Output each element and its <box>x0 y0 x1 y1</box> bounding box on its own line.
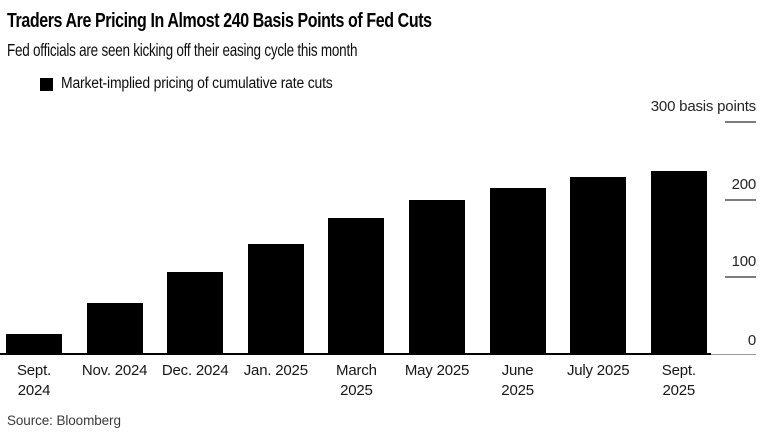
bar-june-2025 <box>489 187 546 355</box>
y-tick-line-100 <box>725 276 756 278</box>
x-axis-line <box>0 353 711 355</box>
chart-subtitle: Fed officials are seen kicking off their… <box>7 40 358 60</box>
bar-sept-2024 <box>6 333 62 355</box>
y-tick-label-0: 0 <box>747 331 756 349</box>
x-axis-label-march-2025: March 2025 <box>336 362 377 399</box>
legend: Market-implied pricing of cumulative rat… <box>40 75 363 92</box>
x-axis-label-sept-2025: Sept. 2025 <box>661 362 696 399</box>
legend-label: Market-implied pricing of cumulative rat… <box>61 75 333 92</box>
bar-may-2025 <box>409 199 465 355</box>
bar-dec-2024 <box>167 271 224 355</box>
x-axis-label-july-2025: July 2025 <box>566 362 630 379</box>
x-axis-label-dec-2024: Dec. 2024 <box>161 362 229 379</box>
chart-title: Traders Are Pricing In Almost 240 Basis … <box>7 10 432 32</box>
y-tick-label-300: 300 basis points <box>650 98 756 115</box>
x-axis-label-june-2025: June 2025 <box>501 362 534 399</box>
bar-jan-2025 <box>247 244 304 355</box>
bar-nov-2024 <box>86 303 143 355</box>
x-axis-label-nov-2024: Nov. 2024 <box>81 362 148 379</box>
y-tick-label-200: 200 <box>731 175 757 193</box>
x-axis-line-extension <box>711 353 756 355</box>
y-tick-label-100: 100 <box>731 253 757 270</box>
bar-march-2025 <box>328 218 385 355</box>
x-axis-label-jan-2025: Jan. 2025 <box>243 362 308 379</box>
source-attribution: Source: Bloomberg <box>7 413 121 428</box>
bar-july-2025 <box>570 177 627 355</box>
bar-sept-2025 <box>650 170 707 355</box>
y-tick-line-200 <box>725 198 756 201</box>
x-axis-label-sept-2024: Sept. 2024 <box>16 362 52 399</box>
x-axis-label-may-2025: May 2025 <box>404 362 470 379</box>
y-tick-line-300 <box>725 121 756 123</box>
legend-swatch-icon <box>40 77 53 91</box>
